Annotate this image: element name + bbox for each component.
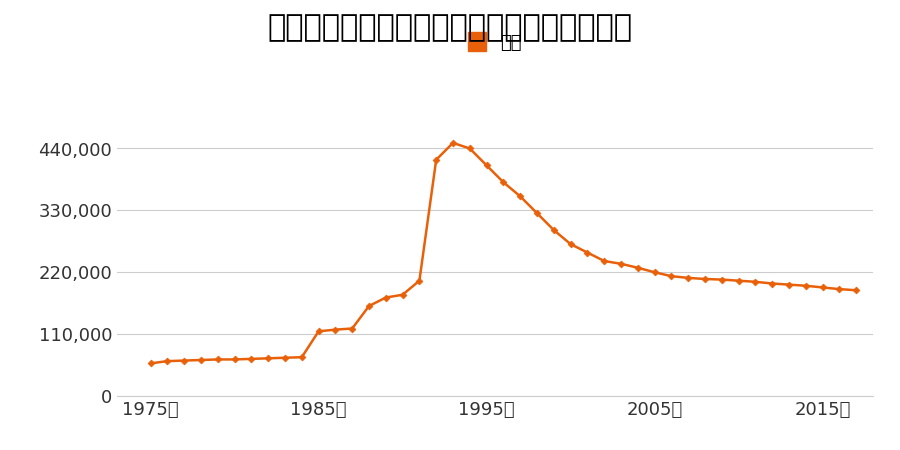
Text: 神奈川県平塚市八千代町４番１２の地価推移: 神奈川県平塚市八千代町４番１２の地価推移 xyxy=(267,14,633,42)
Legend: 価格: 価格 xyxy=(468,32,522,52)
